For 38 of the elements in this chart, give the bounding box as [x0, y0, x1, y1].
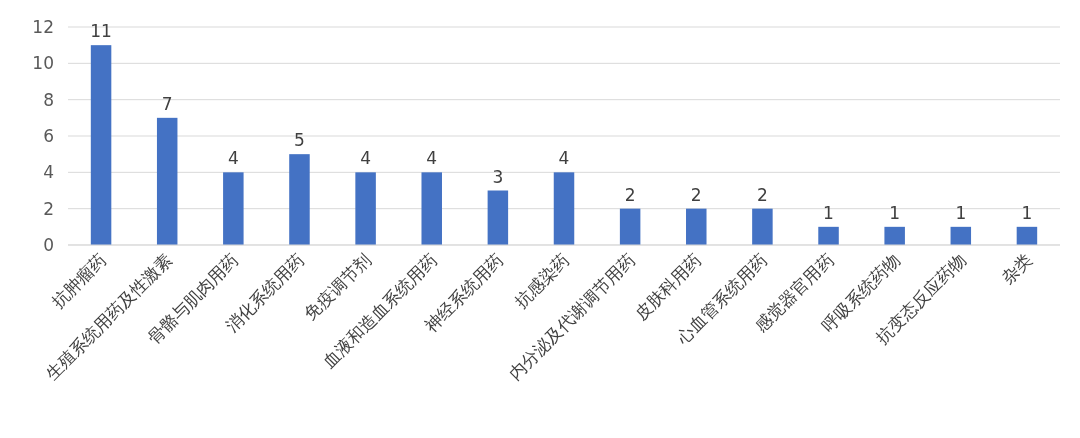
data-label: 1 [955, 202, 967, 223]
bar [289, 154, 310, 245]
bar [223, 172, 244, 245]
y-tick-label: 8 [43, 89, 54, 110]
y-tick-label: 4 [43, 162, 54, 183]
bar [950, 226, 972, 245]
bar [421, 172, 442, 245]
bar [90, 45, 112, 245]
data-label: 4 [360, 148, 372, 169]
bar [818, 226, 839, 245]
data-label: 4 [558, 148, 570, 169]
data-label: 7 [161, 93, 173, 114]
data-label: 11 [90, 21, 112, 42]
bar [156, 117, 178, 245]
data-label: 2 [690, 184, 702, 205]
y-tick-label: 12 [32, 17, 54, 37]
bar [686, 208, 707, 245]
bar [884, 226, 905, 245]
x-tick-label: 杂类 [997, 249, 1036, 288]
data-label: 5 [294, 130, 305, 151]
bar [619, 208, 641, 245]
y-tick-label: 6 [43, 126, 54, 146]
bar [355, 172, 376, 245]
y-tick-label: 2 [43, 198, 54, 219]
data-label: 3 [492, 166, 504, 187]
data-label: 1 [823, 202, 834, 223]
y-tick-label: 10 [32, 53, 54, 74]
y-tick-label: 0 [43, 235, 54, 255]
data-label: 1 [889, 202, 901, 223]
data-label: 4 [426, 148, 438, 169]
bar [752, 208, 773, 245]
data-label: 1 [1021, 202, 1033, 223]
data-label: 2 [624, 184, 636, 205]
bar [553, 172, 575, 245]
data-label: 4 [227, 148, 239, 169]
bar [487, 190, 509, 245]
data-label: 2 [756, 184, 768, 205]
bar [1016, 226, 1038, 245]
